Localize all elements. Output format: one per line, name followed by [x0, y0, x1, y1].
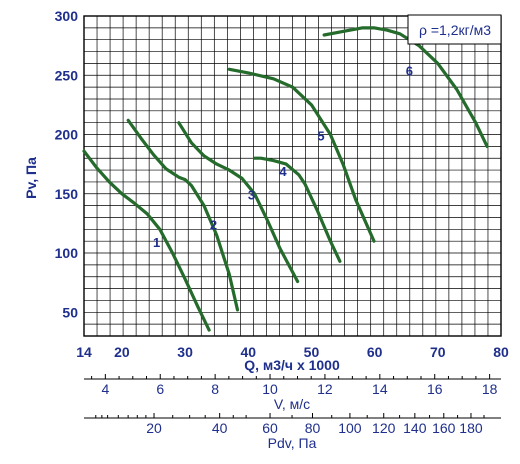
x-tick-label: 70 [430, 344, 446, 360]
x-axis-title: Q, м3/ч x 1000 [244, 357, 340, 373]
pressure-tick-label: 180 [459, 420, 483, 436]
series-curve-1 [82, 149, 211, 332]
density-annotation: ρ =1,2кг/м3 [419, 22, 491, 38]
velocity-tick-label: 18 [482, 381, 498, 397]
density-box [407, 14, 502, 45]
series-layer [82, 26, 489, 332]
y-tick-label: 300 [55, 8, 79, 24]
x-tick-label: 30 [177, 344, 193, 360]
pressure-tick-label: 40 [212, 420, 228, 436]
pressure-tick-label: 20 [146, 420, 162, 436]
y-tick-label: 200 [55, 127, 79, 143]
curve-label-6: 6 [406, 63, 413, 78]
x-tick-label: 80 [493, 344, 509, 360]
velocity-tick-label: 16 [427, 381, 443, 397]
dynamic-pressure-axis: 20 40 60 80 100 120 140 160 180 Pdv, Па [84, 413, 501, 451]
y-tick-label: 250 [55, 67, 79, 83]
plot-frame [83, 15, 502, 337]
series-curve-3 [177, 121, 300, 284]
velocity-tick-label: 4 [101, 381, 109, 397]
pressure-tick-label: 60 [262, 420, 278, 436]
pressure-tick-label: 120 [372, 420, 396, 436]
series-curve-2 [126, 118, 240, 312]
velocity-tick-label: 14 [372, 381, 388, 397]
pressure-tick-label: 100 [338, 420, 362, 436]
series-curve-4 [253, 156, 342, 263]
curve-label-3: 3 [248, 188, 255, 203]
y-tick-label: 50 [62, 304, 78, 320]
velocity-axis: 4 6 8 10 12 14 16 18 V, м/с [84, 374, 501, 412]
curve-label-4: 4 [279, 164, 287, 179]
velocity-tick-label: 8 [211, 381, 219, 397]
series-curve-5 [227, 67, 376, 243]
velocity-tick-label: 10 [262, 381, 278, 397]
x-tick-label: 50 [304, 344, 320, 360]
pressure-tick-label: 80 [305, 420, 321, 436]
y-axis-title: Pv, Па [23, 157, 39, 199]
pressure-tick-label: 140 [403, 420, 427, 436]
series-curve-6 [322, 26, 489, 148]
x-tick-label: 20 [114, 344, 130, 360]
plot-border [83, 15, 502, 337]
pressure-axis-title: Pdv, Па [268, 435, 317, 451]
y-tick-label: 100 [55, 245, 79, 261]
plot-grid [84, 16, 501, 336]
x-tick-label: 60 [367, 344, 383, 360]
velocity-tick-label: 6 [156, 381, 164, 397]
curve-labels: 1 2 3 4 5 6 [153, 63, 413, 250]
y-tick-label: 150 [55, 186, 79, 202]
curve-label-5: 5 [317, 128, 324, 143]
x-tick-label: 40 [240, 344, 256, 360]
curve-label-1: 1 [153, 235, 160, 250]
q-tick-labels: 14 20 30 40 50 60 70 80 [76, 344, 509, 360]
velocity-tick-label: 12 [317, 381, 333, 397]
velocity-axis-title: V, м/с [274, 396, 310, 412]
pressure-tick-label: 160 [432, 420, 456, 436]
curve-label-2: 2 [210, 217, 217, 232]
y-tick-labels: 50 100 150 200 250 300 [55, 8, 79, 320]
x-tick-label: 14 [76, 344, 92, 360]
